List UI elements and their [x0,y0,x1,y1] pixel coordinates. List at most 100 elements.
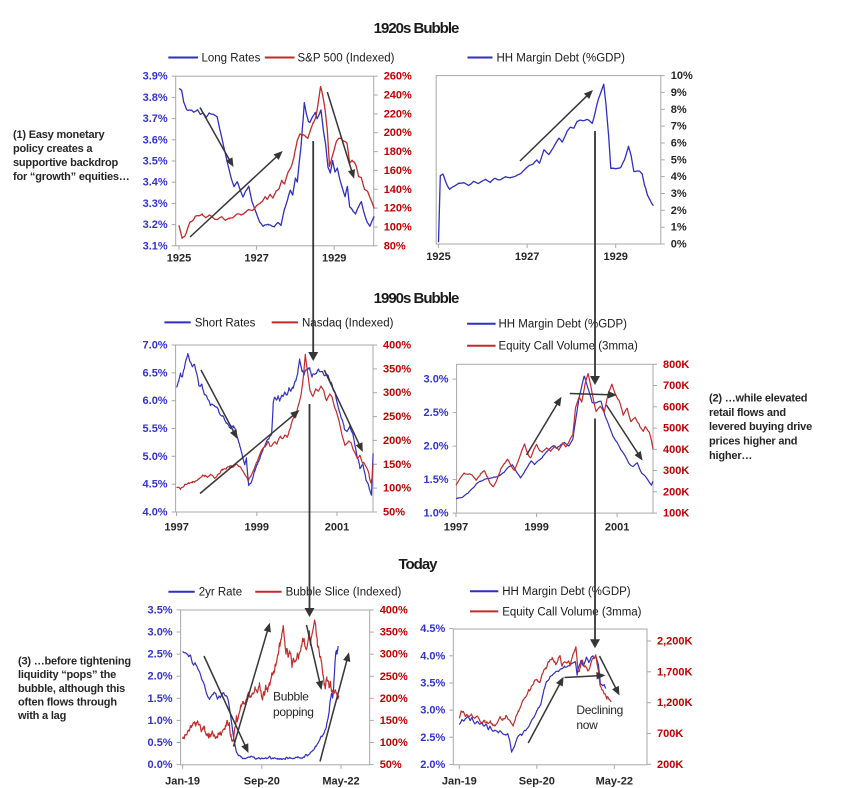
svg-text:9%: 9% [671,87,687,99]
svg-text:bubble, although this: bubble, although this [18,683,125,695]
svg-text:1997: 1997 [164,522,188,534]
svg-text:4.5%: 4.5% [420,623,445,635]
svg-text:100%: 100% [383,483,411,495]
svg-text:Nasdaq (Indexed): Nasdaq (Indexed) [302,317,394,329]
svg-text:1927: 1927 [244,253,268,265]
svg-text:350%: 350% [383,363,411,375]
svg-text:240%: 240% [384,90,412,102]
svg-text:200%: 200% [380,693,408,705]
svg-text:100%: 100% [380,737,408,749]
svg-text:2.0%: 2.0% [420,759,445,771]
svg-text:5.5%: 5.5% [143,423,168,435]
svg-text:50%: 50% [383,507,405,519]
svg-text:Sep-20: Sep-20 [244,775,280,787]
svg-text:S&P 500 (Indexed): S&P 500 (Indexed) [298,53,395,65]
svg-text:3.9%: 3.9% [143,71,168,83]
svg-text:100K: 100K [663,508,689,520]
svg-text:1999: 1999 [524,522,548,534]
svg-text:300%: 300% [380,649,408,661]
svg-text:now: now [576,718,598,732]
svg-text:350%: 350% [380,627,408,639]
svg-text:Bubble: Bubble [273,690,309,704]
svg-text:Jan-19: Jan-19 [442,775,477,787]
svg-text:1925: 1925 [426,251,450,263]
svg-text:1997: 1997 [444,522,468,534]
svg-text:3.2%: 3.2% [143,219,168,231]
svg-text:6%: 6% [671,138,687,150]
svg-text:policy creates a: policy creates a [13,143,93,155]
svg-text:1999: 1999 [245,522,269,534]
svg-text:3.8%: 3.8% [143,92,168,104]
svg-text:3%: 3% [671,188,687,200]
svg-text:1.0%: 1.0% [424,508,449,520]
svg-text:retail flows and: retail flows and [709,407,786,419]
svg-text:7.0%: 7.0% [143,340,168,352]
svg-text:400K: 400K [663,444,689,456]
svg-text:1.5%: 1.5% [424,474,449,486]
svg-text:3.3%: 3.3% [143,198,168,210]
svg-text:HH Margin Debt (%GDP): HH Margin Debt (%GDP) [502,586,631,598]
svg-text:6.0%: 6.0% [143,395,168,407]
svg-text:80%: 80% [384,240,406,252]
svg-text:140%: 140% [384,184,412,196]
svg-text:2001: 2001 [605,522,629,534]
svg-text:HH Margin Debt (%GDP): HH Margin Debt (%GDP) [499,319,628,331]
svg-text:2.5%: 2.5% [148,649,173,661]
svg-text:3.4%: 3.4% [143,177,168,189]
svg-text:10%: 10% [671,70,693,82]
svg-text:1927: 1927 [515,251,539,263]
svg-text:150%: 150% [380,715,408,727]
svg-text:120%: 120% [384,203,412,215]
svg-text:Short Rates: Short Rates [195,317,256,329]
svg-text:200K: 200K [657,759,683,771]
svg-text:800K: 800K [663,359,689,371]
svg-text:2%: 2% [671,205,687,217]
svg-text:with a lag: with a lag [17,710,66,722]
svg-text:for “growth” equities…: for “growth” equities… [13,171,130,183]
svg-text:2.5%: 2.5% [420,732,445,744]
svg-text:(2) …while elevated: (2) …while elevated [709,392,807,404]
svg-text:0%: 0% [671,239,687,251]
svg-text:(1) Easy monetary: (1) Easy monetary [13,129,105,141]
svg-text:3.1%: 3.1% [143,240,168,252]
svg-text:100%: 100% [384,222,412,234]
svg-text:1.5%: 1.5% [148,693,173,705]
svg-text:200%: 200% [384,127,412,139]
svg-text:150%: 150% [383,459,411,471]
svg-text:May-22: May-22 [596,775,633,787]
svg-text:3.6%: 3.6% [143,134,168,146]
svg-text:prices higher and: prices higher and [709,436,797,448]
svg-text:180%: 180% [384,146,412,158]
svg-text:Declining: Declining [576,703,623,717]
svg-text:2.0%: 2.0% [148,671,173,683]
svg-text:2yr Rate: 2yr Rate [199,587,242,599]
svg-text:3.5%: 3.5% [148,604,173,616]
svg-text:5%: 5% [671,154,687,166]
svg-text:4.5%: 4.5% [143,479,168,491]
svg-text:400%: 400% [383,340,411,352]
svg-text:300%: 300% [383,387,411,399]
svg-text:Sep-20: Sep-20 [519,775,555,787]
svg-text:600K: 600K [663,401,689,413]
svg-text:1929: 1929 [603,251,627,263]
svg-text:1,700K: 1,700K [657,666,693,678]
svg-text:May-22: May-22 [322,775,359,787]
svg-text:220%: 220% [384,108,412,120]
svg-text:250%: 250% [380,671,408,683]
svg-text:200%: 200% [383,435,411,447]
svg-text:6.5%: 6.5% [143,367,168,379]
svg-text:3.7%: 3.7% [143,113,168,125]
svg-text:1920s Bubble: 1920s Bubble [374,20,459,37]
svg-text:5.0%: 5.0% [143,451,168,463]
svg-text:4.0%: 4.0% [420,650,445,662]
svg-text:Today: Today [398,556,438,573]
svg-text:250%: 250% [383,411,411,423]
svg-text:3.5%: 3.5% [420,678,445,690]
svg-text:Long Rates: Long Rates [202,53,261,65]
svg-text:4.0%: 4.0% [143,507,168,519]
svg-text:Jan-19: Jan-19 [165,775,200,787]
svg-text:supportive backdrop: supportive backdrop [13,157,118,169]
svg-text:1990s Bubble: 1990s Bubble [374,290,459,307]
svg-text:higher…: higher… [709,450,752,462]
svg-text:levered buying drive: levered buying drive [709,421,812,433]
